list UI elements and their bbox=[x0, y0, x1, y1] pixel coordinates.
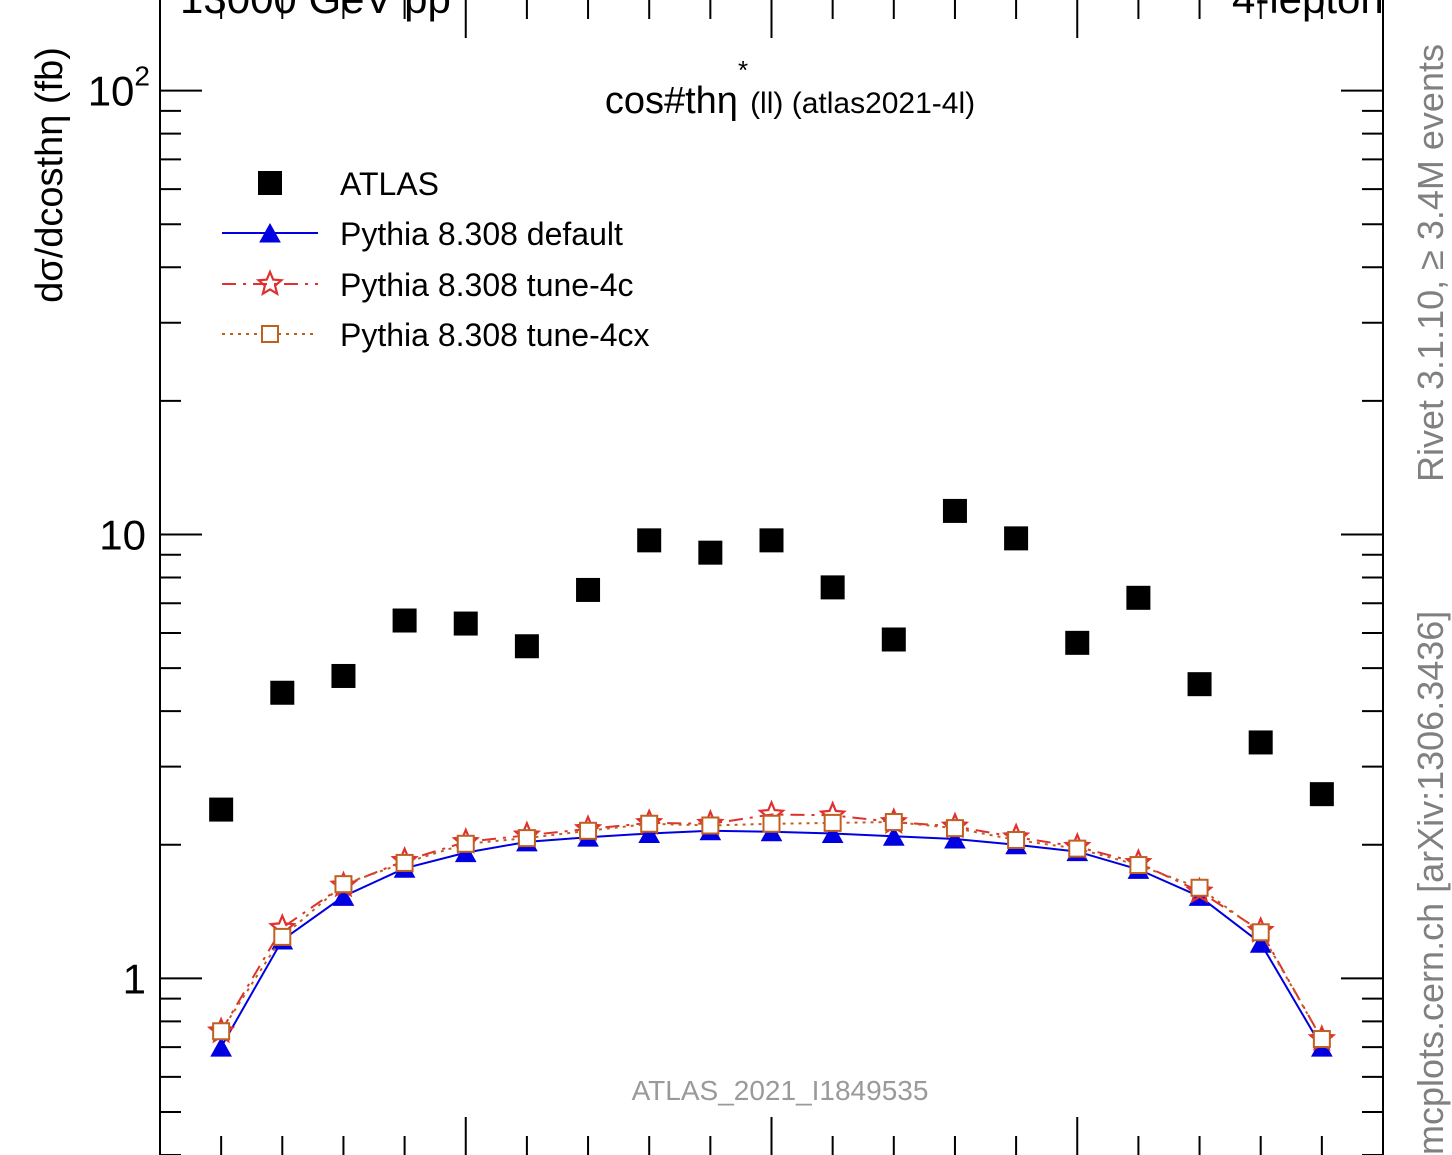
header-right-text: 4-lepton bbox=[1232, 0, 1384, 20]
data-point bbox=[823, 813, 842, 832]
data-point bbox=[1068, 839, 1087, 858]
rivet-label: Rivet 3.1.10, ≥ 3.4M events bbox=[1410, 44, 1451, 482]
data-point bbox=[212, 1022, 231, 1041]
y-tick-label: 1 bbox=[123, 955, 146, 1002]
mcplots-label: mcplots.cern.ch [arXiv:1306.3436] bbox=[1410, 610, 1451, 1155]
y-tick-label-base: 10 bbox=[88, 68, 135, 115]
data-point bbox=[453, 611, 478, 636]
axis-ticks bbox=[159, 0, 1384, 1155]
series-0 bbox=[209, 498, 1334, 822]
data-point bbox=[209, 797, 234, 822]
y-tick-label-exponent: 2 bbox=[134, 61, 150, 92]
data-point bbox=[270, 680, 295, 705]
chart-title: cos#thη*(ll) (atlas2021-4l) bbox=[605, 55, 975, 122]
data-point bbox=[1126, 585, 1151, 610]
data-point bbox=[392, 608, 417, 633]
legend-marker bbox=[259, 222, 281, 243]
chart-title-suffix: (ll) (atlas2021-4l) bbox=[750, 87, 975, 120]
data-point bbox=[210, 1037, 232, 1057]
series-1 bbox=[210, 820, 1333, 1057]
data-point bbox=[945, 819, 964, 838]
data-point bbox=[273, 927, 292, 946]
data-point bbox=[944, 829, 966, 849]
data-point bbox=[1251, 923, 1270, 942]
data-point bbox=[759, 528, 784, 553]
legend-label: Pythia 8.308 tune-4cx bbox=[340, 317, 650, 353]
data-point bbox=[1248, 730, 1273, 755]
data-point bbox=[1312, 1030, 1331, 1049]
data-point bbox=[1004, 526, 1029, 551]
chart-title-sup: * bbox=[738, 55, 748, 85]
data-point bbox=[395, 853, 414, 872]
data-point bbox=[942, 498, 967, 523]
data-point bbox=[517, 829, 536, 848]
legend-marker bbox=[258, 171, 282, 195]
data-point bbox=[884, 813, 903, 832]
data-point bbox=[1007, 830, 1026, 849]
data-point bbox=[638, 823, 661, 844]
legend-label: Pythia 8.308 default bbox=[340, 216, 623, 252]
data-point bbox=[1187, 672, 1212, 697]
data-point bbox=[1249, 933, 1272, 953]
y-axis-label: dσ/dcosthη (fb) bbox=[29, 47, 71, 303]
data-point bbox=[698, 540, 723, 565]
data-point bbox=[640, 814, 659, 833]
y-tick-label: 102 bbox=[88, 61, 150, 115]
series-line bbox=[220, 829, 1323, 1048]
data-point bbox=[820, 575, 845, 600]
legend-marker bbox=[261, 325, 279, 343]
data-point bbox=[332, 886, 355, 906]
series-line bbox=[220, 813, 1323, 1040]
data-point bbox=[1065, 630, 1090, 655]
chart-title-main: cos#thη bbox=[605, 80, 738, 122]
data-point bbox=[701, 816, 720, 835]
data-point bbox=[1309, 782, 1334, 807]
legend-label: ATLAS bbox=[340, 166, 439, 202]
series-layer bbox=[206, 498, 1337, 1057]
data-point bbox=[881, 627, 906, 652]
y-tick-label: 10 bbox=[99, 511, 146, 558]
data-point bbox=[579, 821, 598, 840]
data-point bbox=[1190, 878, 1209, 897]
header-left-text: 13000 GeV pp bbox=[180, 0, 451, 20]
data-point bbox=[637, 528, 662, 553]
data-point bbox=[762, 814, 781, 833]
series-3 bbox=[212, 813, 1331, 1049]
legend-marker bbox=[255, 269, 285, 297]
data-point bbox=[576, 577, 601, 602]
data-point bbox=[1129, 856, 1148, 875]
series-line bbox=[220, 820, 1323, 1040]
legend: ATLAS Pythia 8.308 default Pythia 8.308 tu… bbox=[222, 166, 650, 353]
data-point bbox=[514, 634, 539, 659]
watermark: ATLAS_2021_I1849535 bbox=[632, 1075, 929, 1106]
data-point bbox=[331, 663, 356, 688]
data-point bbox=[882, 826, 905, 846]
data-point bbox=[334, 875, 353, 894]
data-point bbox=[456, 834, 475, 853]
data-point bbox=[821, 823, 844, 844]
legend-label: Pythia 8.308 tune-4c bbox=[340, 267, 634, 303]
